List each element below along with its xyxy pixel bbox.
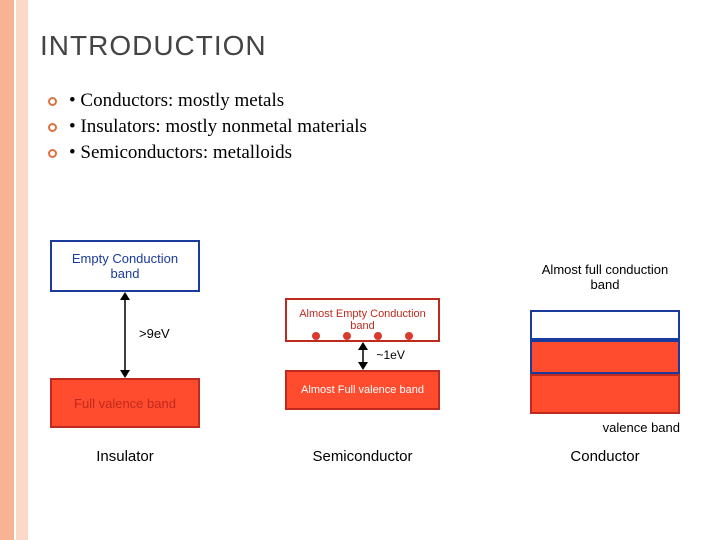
insulator-label: Insulator (50, 448, 200, 465)
bullet-item: • Conductors: mostly metals (48, 90, 710, 112)
electron-dot (374, 332, 382, 340)
gap-label: >9eV (139, 326, 170, 341)
bullet-item: • Semiconductors: metalloids (48, 142, 710, 164)
electron-dot (312, 332, 320, 340)
band-box: Almost Full valence band (285, 370, 440, 410)
conduction-band-label: Almost full conduction band (530, 262, 680, 292)
electron-dot (343, 332, 351, 340)
bullet-ring-icon (48, 97, 57, 106)
gap-label: ~1eV (377, 348, 405, 362)
band-box (530, 340, 680, 374)
bullet-ring-icon (48, 149, 57, 158)
band-box (530, 374, 680, 414)
bullet-ring-icon (48, 123, 57, 132)
accent-bar-1 (0, 0, 14, 540)
bullet-item: • Insulators: mostly nonmetal materials (48, 116, 710, 138)
valence-band-label: valence band (530, 420, 680, 435)
accent-bar-2 (16, 0, 28, 540)
semiconductor-label: Semiconductor (285, 448, 440, 465)
band-diagram: Empty Conduction band >9eV Full valence ba… (40, 240, 710, 520)
bullet-text: • Semiconductors: metalloids (69, 142, 292, 164)
band-gap-arrow: >9eV (50, 292, 200, 378)
band-gap-arrow: ~1eV (285, 342, 440, 370)
title-row: INTRODUCTION (40, 30, 710, 62)
electron-dot (405, 332, 413, 340)
conductor-label: Conductor (530, 448, 680, 465)
band-box (530, 310, 680, 340)
slide-left-accent (0, 0, 28, 540)
bullet-list: • Conductors: mostly metals • Insulators… (48, 90, 710, 164)
slide-title: INTRODUCTION (40, 30, 267, 62)
slide-content: INTRODUCTION • Conductors: mostly metals… (40, 0, 710, 540)
bullet-text: • Conductors: mostly metals (69, 90, 284, 112)
band-box: Almost Empty Conduction band (285, 298, 440, 342)
bullet-text: • Insulators: mostly nonmetal materials (69, 116, 367, 138)
band-box: Full valence band (50, 378, 200, 428)
band-box: Empty Conduction band (50, 240, 200, 292)
